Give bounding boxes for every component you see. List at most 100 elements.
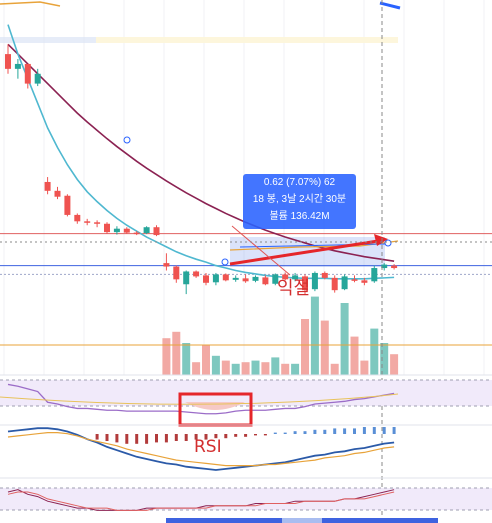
candle bbox=[282, 272, 289, 281]
highlight-band bbox=[0, 37, 96, 43]
candle bbox=[292, 272, 299, 282]
rsi-oversold-fill bbox=[185, 402, 245, 410]
macd-histogram-bar bbox=[164, 434, 168, 443]
volume-bar bbox=[221, 360, 230, 375]
macd-histogram-bar bbox=[392, 427, 396, 434]
measure-start-point[interactable] bbox=[123, 136, 131, 144]
candle-body bbox=[113, 228, 120, 233]
measure-anchor-point[interactable] bbox=[221, 258, 229, 266]
candle bbox=[391, 264, 398, 270]
candle-body bbox=[153, 227, 160, 236]
candle bbox=[193, 270, 200, 278]
candle-body bbox=[74, 214, 81, 222]
candle bbox=[203, 272, 209, 286]
measure-end-point[interactable] bbox=[384, 239, 392, 247]
volume-bar bbox=[182, 343, 191, 375]
trend-arrow-head bbox=[374, 234, 388, 246]
macd-histogram-bar bbox=[313, 429, 317, 434]
candle-body bbox=[292, 275, 299, 280]
volume-bar bbox=[202, 344, 210, 375]
candle-body bbox=[212, 274, 219, 283]
candle bbox=[113, 226, 120, 235]
volume-bar bbox=[162, 338, 171, 375]
macd-histogram-bar bbox=[303, 431, 307, 434]
macd-histogram-bar bbox=[382, 427, 386, 434]
macd-histogram-bar bbox=[372, 427, 376, 434]
macd-histogram-bar bbox=[174, 434, 178, 441]
volume-bar bbox=[241, 362, 250, 375]
candle bbox=[173, 265, 180, 283]
volume-bar bbox=[211, 355, 220, 375]
candle bbox=[84, 218, 91, 226]
candle-body bbox=[391, 265, 398, 269]
top-right-trend-line bbox=[379, 1, 401, 10]
candle-body bbox=[84, 221, 91, 223]
candle bbox=[302, 274, 308, 295]
volume-bar bbox=[360, 360, 369, 375]
macd-histogram-bar bbox=[283, 432, 287, 434]
volume-bar bbox=[291, 363, 300, 375]
candle-body bbox=[94, 222, 101, 224]
candle bbox=[252, 275, 259, 283]
candle bbox=[371, 265, 378, 283]
volume-bars bbox=[162, 296, 399, 375]
candle bbox=[321, 271, 328, 280]
candle-body bbox=[371, 268, 378, 282]
osc-band bbox=[0, 488, 492, 510]
macd-histogram-bar bbox=[263, 434, 267, 436]
candle-body bbox=[262, 277, 269, 285]
volume-bar bbox=[261, 362, 270, 375]
candle bbox=[123, 227, 130, 234]
candle-body bbox=[64, 195, 71, 215]
candle bbox=[341, 274, 348, 291]
rsi-line bbox=[7, 383, 395, 415]
rsi-pane bbox=[0, 374, 492, 427]
candle bbox=[361, 277, 368, 286]
macd-histogram-bar bbox=[254, 434, 257, 436]
macd-histogram-bar bbox=[155, 434, 158, 443]
rsi-ma-line bbox=[0, 393, 399, 405]
candle bbox=[44, 177, 51, 195]
time-axis-selection-light bbox=[282, 518, 322, 523]
volume-bar bbox=[281, 363, 290, 375]
candle bbox=[64, 194, 71, 217]
candle-body bbox=[252, 276, 259, 281]
candle bbox=[262, 275, 269, 286]
candle-body bbox=[24, 63, 31, 84]
candle bbox=[5, 44, 11, 74]
macd-signal-line bbox=[7, 432, 395, 467]
candle bbox=[104, 222, 110, 234]
candle-body bbox=[133, 232, 140, 235]
volume-bar bbox=[380, 343, 389, 375]
candle-body bbox=[331, 277, 338, 291]
candle-body bbox=[183, 271, 190, 285]
candle bbox=[34, 68, 41, 87]
trend-line-red[interactable] bbox=[229, 239, 379, 266]
candle-body bbox=[203, 275, 209, 283]
macd-histogram-bar bbox=[323, 429, 327, 434]
candle-body bbox=[242, 278, 249, 282]
candle bbox=[133, 231, 140, 236]
candle-body bbox=[123, 228, 130, 233]
volume-bar bbox=[330, 363, 339, 375]
volume-bar bbox=[172, 331, 181, 375]
volume-bar bbox=[301, 319, 309, 375]
macd-histogram-bar bbox=[145, 434, 149, 444]
macd-histogram-bar bbox=[194, 434, 198, 440]
ma-mid-line bbox=[0, 1, 61, 7]
macd-histogram bbox=[95, 427, 396, 444]
macd-histogram-bar bbox=[214, 434, 218, 439]
volume-bar bbox=[350, 336, 359, 375]
candle bbox=[311, 271, 318, 292]
candle-body bbox=[143, 227, 150, 234]
macd-histogram-bar bbox=[353, 428, 356, 434]
candle-body bbox=[173, 266, 180, 280]
candle-body bbox=[163, 263, 170, 267]
candle-body bbox=[302, 276, 308, 291]
candle bbox=[212, 272, 219, 286]
macd-histogram-bar bbox=[343, 428, 347, 434]
candle bbox=[242, 274, 249, 283]
macd-histogram-bar bbox=[135, 434, 139, 444]
macd-histogram-bar bbox=[293, 431, 297, 434]
